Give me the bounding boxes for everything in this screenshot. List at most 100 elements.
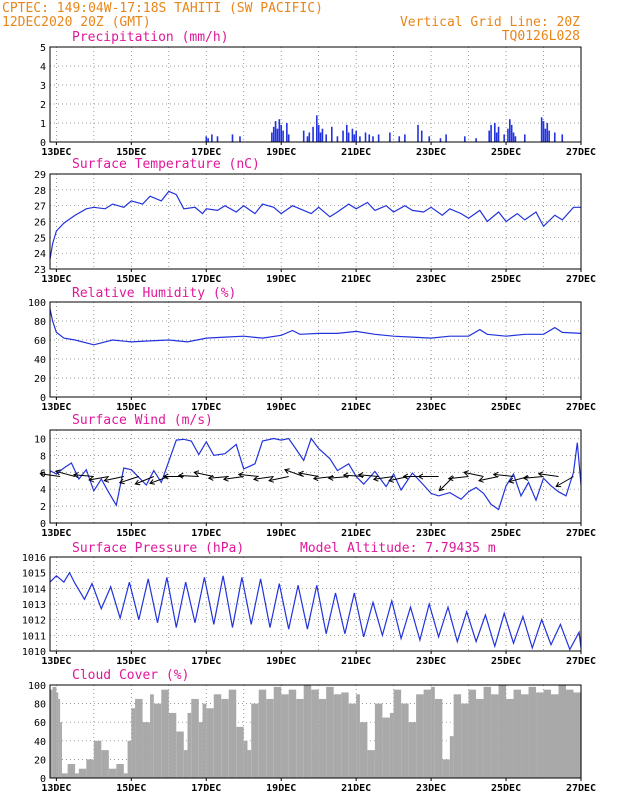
- wind-xtick-label: 21DEC: [341, 528, 371, 539]
- cloud-cover-bar: [228, 689, 237, 778]
- cloud-cover-bar: [416, 694, 424, 778]
- precip-bar: [417, 124, 419, 142]
- cloud-cover-bar: [56, 692, 59, 778]
- precip-bar: [216, 136, 219, 142]
- wind-arrow-head: [298, 470, 304, 477]
- wind-xtick-label: 25DEC: [491, 528, 521, 539]
- cloud-cover-bar: [341, 692, 349, 778]
- precip-bar: [420, 130, 423, 142]
- wind-title: Surface Wind (m/s): [72, 413, 213, 428]
- cloud-cover-bar: [135, 698, 143, 778]
- precip-bar: [475, 138, 477, 142]
- cloud-ytick-label: 40: [34, 737, 46, 748]
- temperature-xtick-label: 17DEC: [191, 274, 221, 285]
- cloud-cover-bar: [198, 722, 203, 778]
- pressure-xtick-label: 27DEC: [566, 656, 596, 667]
- temperature-ytick-label: 25: [34, 233, 46, 244]
- wind-arrow: [55, 470, 76, 477]
- cloud-cover-bar: [408, 722, 417, 778]
- cloud-cover-bar: [161, 689, 169, 778]
- precip-bar: [540, 117, 543, 142]
- wind-arrow: [493, 473, 514, 477]
- wind-arrow-head: [283, 468, 290, 474]
- wind-arrow-head: [522, 474, 529, 481]
- cloud-ytick-label: 100: [28, 681, 46, 692]
- cloud-cover-bar: [453, 694, 462, 778]
- wind-arrow-head: [492, 471, 499, 478]
- wind-arrow: [119, 476, 139, 484]
- cloud-ytick-label: 0: [40, 774, 46, 785]
- cloud-cover-bar: [476, 698, 484, 778]
- wind-arrow: [238, 473, 259, 477]
- humidity-frame: [49, 301, 582, 398]
- precip-bar: [272, 126, 275, 142]
- cloud-xtick-label: 21DEC: [341, 783, 371, 794]
- wind-ytick-label: 2: [40, 502, 46, 513]
- cloud-frame: [49, 684, 582, 779]
- cloud-cover-bar: [401, 703, 409, 778]
- precip-bar: [428, 136, 431, 142]
- precip-bar: [398, 136, 401, 142]
- precip-bar: [278, 119, 281, 142]
- cloud-xtick-label: 13DEC: [41, 783, 71, 794]
- model-altitude-label: Model Altitude: 7.79435 m: [300, 541, 496, 556]
- cloud-cover-bar: [498, 685, 507, 778]
- cloud-cover-bar: [60, 722, 62, 778]
- precip-bar: [345, 124, 348, 142]
- cloud-ytick-label: 80: [34, 700, 46, 711]
- humidity-ytick-label: 100: [28, 298, 46, 309]
- cloud-cover-bar: [326, 686, 334, 778]
- cloud-cover-bar: [431, 686, 435, 778]
- wind-arrow-head: [103, 476, 110, 483]
- cloud-cover-bar: [536, 692, 544, 778]
- cloud-cover-bar: [468, 689, 477, 778]
- cloud-cover-bar: [176, 731, 184, 778]
- wind-arrow: [358, 474, 379, 477]
- humidity-title: Relative Humidity (%): [72, 286, 236, 301]
- temperature-ytick-label: 26: [34, 218, 46, 229]
- wind-arrow-head: [252, 475, 259, 482]
- temperature-series-line: [49, 190, 581, 260]
- pressure-ytick-label: 1015: [22, 569, 46, 580]
- precip-bar: [205, 136, 208, 142]
- wind-arrow-head: [388, 476, 394, 483]
- precip-bar: [239, 136, 241, 142]
- pressure-ytick-label: 1012: [22, 616, 46, 627]
- cloud-cover-bar: [50, 689, 53, 778]
- precip-bar: [287, 134, 290, 142]
- precip-bar: [488, 130, 490, 142]
- cloud-cover-bar: [374, 703, 383, 778]
- precip-bar: [325, 134, 327, 142]
- wind-arrow-head: [357, 472, 364, 479]
- wind-arrow: [284, 469, 304, 477]
- temperature-ytick-label: 27: [34, 202, 46, 213]
- wind-arrow-head: [372, 475, 379, 482]
- wind-arrow-head: [72, 472, 79, 479]
- precip-frame: [49, 46, 582, 143]
- cloud-xtick-label: 27DEC: [566, 783, 596, 794]
- precip-bar: [231, 134, 234, 142]
- cloud-cover-bar: [434, 698, 443, 778]
- cloud-cover-bar: [389, 712, 394, 778]
- cloud-cover-bar: [543, 689, 552, 778]
- precip-bar: [561, 134, 564, 142]
- humidity-ytick-label: 80: [34, 317, 46, 328]
- wind-xtick-label: 23DEC: [416, 528, 446, 539]
- precip-title: Precipitation (mm/h): [72, 30, 229, 45]
- cloud-cover-bar: [131, 708, 136, 778]
- precip-bar: [507, 128, 509, 142]
- precip-bar: [308, 132, 311, 142]
- wind-arrow-head: [537, 471, 544, 478]
- precip-bar: [389, 132, 391, 142]
- cloud-cover-bar: [202, 703, 207, 778]
- wind-arrow-head: [222, 475, 229, 482]
- cloud-cover-bar: [108, 768, 117, 778]
- wind-arrow-head: [402, 473, 409, 480]
- cloud-cover-bar: [573, 692, 581, 778]
- cloud-cover-bar: [183, 750, 188, 778]
- precip-bar: [542, 121, 545, 142]
- cloud-cover-bar: [281, 694, 289, 778]
- wind-arrow: [523, 476, 544, 479]
- precip-bar: [494, 123, 496, 142]
